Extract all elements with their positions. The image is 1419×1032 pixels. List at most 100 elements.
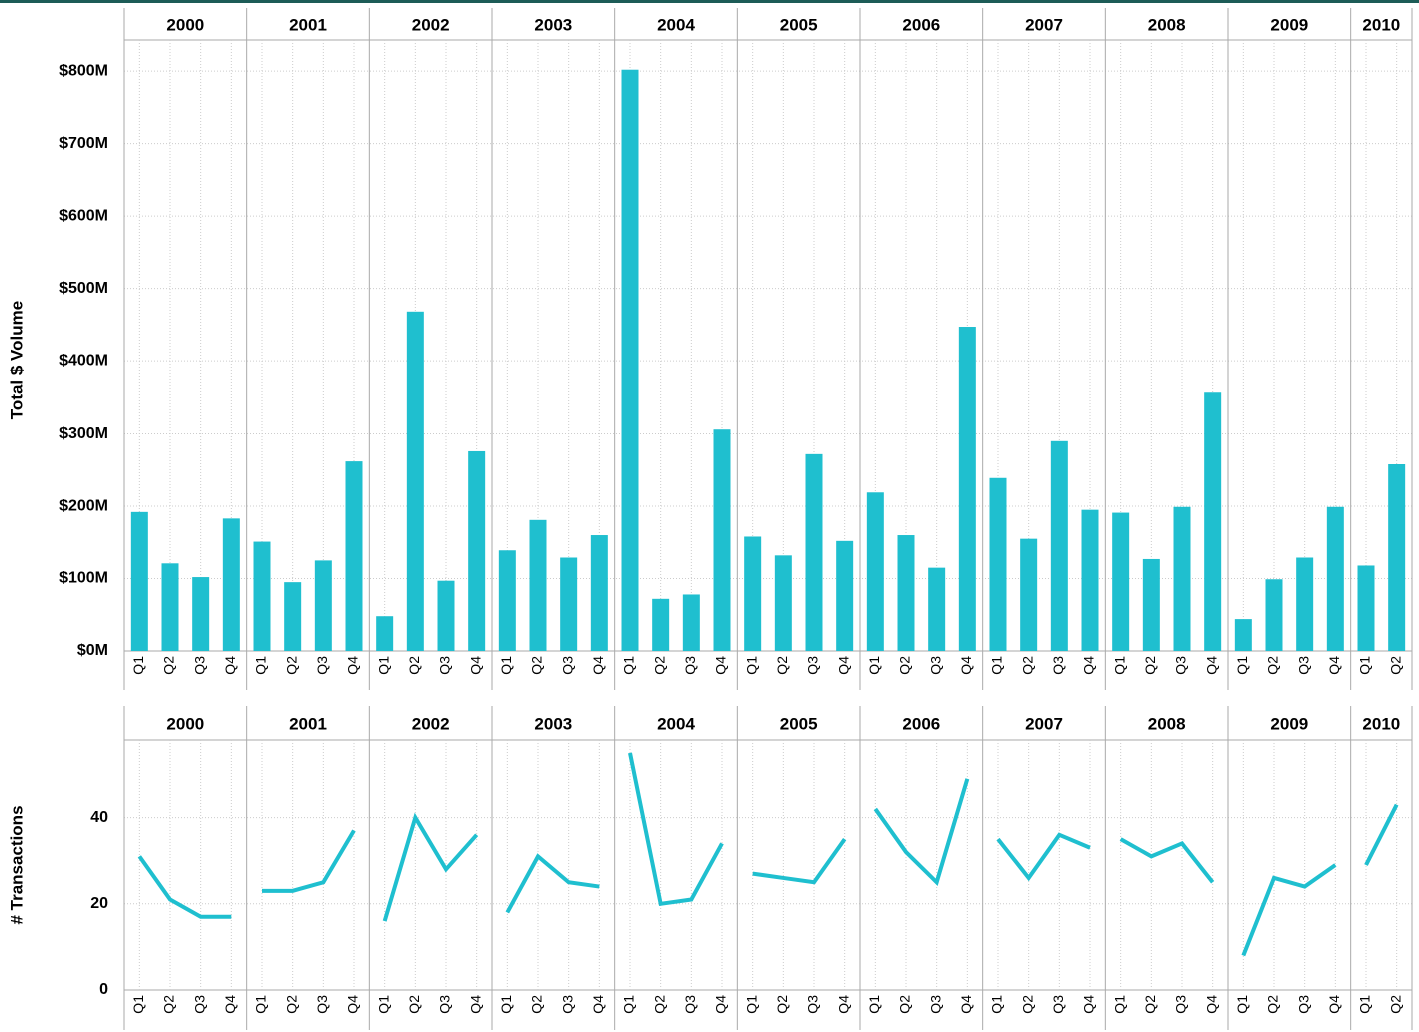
bar: [437, 580, 455, 651]
x-tick-label: Q4: [958, 995, 974, 1014]
x-tick-label: Q1: [1357, 656, 1373, 675]
year-label: 2008: [1148, 15, 1186, 34]
bar: [130, 511, 148, 651]
y-tick-label: $800M: [59, 62, 108, 79]
bar: [1326, 506, 1344, 651]
bar: [161, 563, 179, 651]
x-tick-label: Q3: [1173, 656, 1189, 675]
bar: [928, 567, 946, 651]
x-tick-label: Q3: [927, 995, 943, 1014]
x-tick-label: Q4: [1081, 995, 1097, 1014]
bar: [1020, 538, 1038, 651]
x-tick-label: Q2: [529, 656, 545, 675]
line: [137, 855, 232, 919]
x-tick-label: Q1: [130, 656, 146, 675]
bar: [284, 582, 302, 651]
y-tick-label: 40: [90, 809, 108, 826]
x-tick-label: Q1: [989, 995, 1005, 1014]
x-tick-label: Q3: [1173, 995, 1189, 1014]
y-axis-title: # Transactions: [7, 805, 26, 924]
y-tick-label: $500M: [59, 280, 108, 297]
x-tick-label: Q2: [774, 995, 790, 1014]
x-tick-label: Q3: [805, 995, 821, 1014]
x-tick-label: Q2: [406, 656, 422, 675]
bar: [468, 450, 486, 651]
x-tick-label: Q1: [1234, 995, 1250, 1014]
bar: [652, 598, 670, 651]
year-label: 2001: [289, 15, 327, 34]
x-tick-label: Q3: [191, 656, 207, 675]
year-label: 2004: [657, 15, 695, 34]
x-tick-label: Q1: [253, 656, 269, 675]
x-tick-label: Q1: [375, 995, 391, 1014]
bar: [682, 594, 700, 651]
x-tick-label: Q3: [191, 995, 207, 1014]
x-tick-label: Q2: [1265, 656, 1281, 675]
bar: [989, 477, 1007, 651]
x-tick-label: Q1: [130, 995, 146, 1014]
x-tick-label: Q2: [1265, 995, 1281, 1014]
x-tick-label: Q4: [345, 995, 361, 1014]
x-tick-label: Q4: [222, 656, 238, 675]
bar: [1234, 619, 1252, 651]
bar: [560, 557, 578, 651]
line: [752, 837, 847, 885]
x-tick-label: Q4: [1203, 656, 1219, 675]
x-tick-label: Q4: [835, 656, 851, 675]
year-label: 2007: [1025, 15, 1063, 34]
year-label: 2009: [1270, 714, 1308, 733]
bar: [1142, 558, 1160, 651]
bar: [1112, 512, 1130, 651]
x-tick-label: Q4: [958, 656, 974, 675]
x-tick-label: Q2: [1387, 995, 1403, 1014]
bar: [1173, 506, 1191, 651]
year-label: 2006: [902, 15, 940, 34]
year-label: 2004: [657, 714, 695, 733]
x-tick-label: Q3: [682, 995, 698, 1014]
line: [996, 832, 1091, 882]
x-tick-label: Q4: [467, 995, 483, 1014]
line: [505, 853, 600, 914]
year-label: 2009: [1270, 15, 1308, 34]
x-tick-label: Q4: [1203, 995, 1219, 1014]
top-border: [0, 0, 1419, 3]
x-tick-label: Q1: [866, 656, 882, 675]
x-tick-label: Q2: [1142, 995, 1158, 1014]
bar: [897, 535, 915, 651]
year-label: 2002: [412, 15, 450, 34]
bar: [866, 492, 884, 651]
x-tick-label: Q2: [651, 995, 667, 1014]
year-label: 2010: [1362, 15, 1400, 34]
year-label: 2010: [1362, 714, 1400, 733]
bar: [713, 429, 731, 651]
x-tick-label: Q2: [897, 656, 913, 675]
x-tick-label: Q2: [1387, 656, 1403, 675]
line: [262, 829, 356, 893]
bar: [192, 577, 210, 651]
x-tick-label: Q2: [774, 656, 790, 675]
year-label: 2000: [166, 714, 204, 733]
y-tick-label: $200M: [59, 497, 108, 514]
line: [628, 752, 724, 907]
year-label: 2007: [1025, 714, 1063, 733]
bar: [958, 327, 976, 651]
x-tick-label: Q1: [1111, 656, 1127, 675]
line: [1241, 863, 1337, 957]
x-tick-label: Q2: [529, 995, 545, 1014]
bar: [345, 461, 363, 651]
x-tick-label: Q4: [590, 656, 606, 675]
x-tick-label: Q1: [498, 656, 514, 675]
x-tick-label: Q3: [1050, 995, 1066, 1014]
bar: [744, 536, 762, 651]
x-tick-label: Q3: [1295, 656, 1311, 675]
x-tick-label: Q4: [345, 656, 361, 675]
x-tick-label: Q1: [621, 656, 637, 675]
year-label: 2002: [412, 714, 450, 733]
bar: [836, 540, 854, 651]
x-tick-label: Q1: [866, 995, 882, 1014]
bar: [314, 560, 332, 651]
y-tick-label: $400M: [59, 352, 108, 369]
y-axis-title: Total $ Volume: [7, 301, 26, 419]
x-tick-label: Q4: [1326, 656, 1342, 675]
